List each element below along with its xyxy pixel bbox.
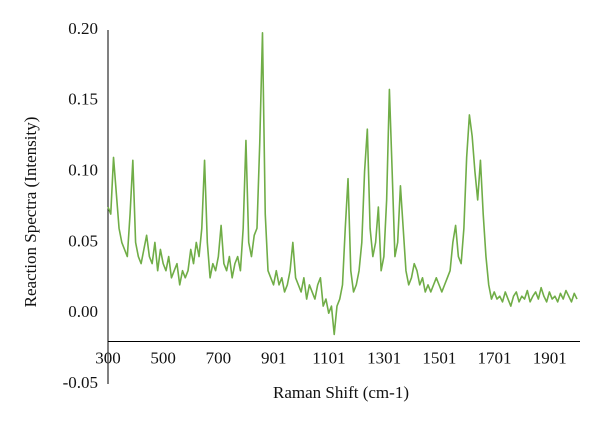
x-tick-label: 300: [95, 348, 121, 367]
y-tick-label: 0.20: [68, 19, 98, 38]
y-tick-label: 0.15: [68, 90, 98, 109]
x-tick-label: 700: [206, 348, 232, 367]
y-tick-label: -0.05: [63, 373, 98, 392]
x-tick-label: 500: [150, 348, 176, 367]
spectrum-line: [107, 32, 578, 336]
x-tick-label: 1501: [422, 348, 456, 367]
x-tick-label: 901: [261, 348, 287, 367]
y-axis-title: Reaction Spectra (Intensity): [21, 117, 40, 308]
y-tick-label: 0.05: [68, 231, 98, 250]
x-tick-label: 1901: [533, 348, 567, 367]
x-tick-label: 1701: [478, 348, 512, 367]
y-tick-label: 0.10: [68, 161, 98, 180]
x-tick-label: 1301: [367, 348, 401, 367]
x-axis-title: Raman Shift (cm-1): [273, 383, 409, 402]
x-tick-label: 1101: [312, 348, 345, 367]
y-tick-label: 0.00: [68, 302, 98, 321]
